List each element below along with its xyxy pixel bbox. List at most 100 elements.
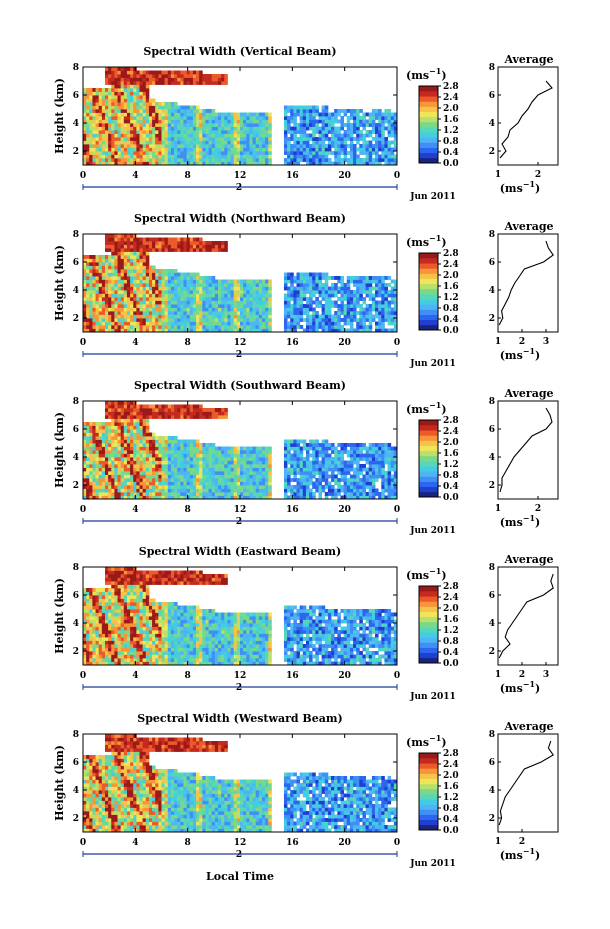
heatmap-cell <box>287 297 291 301</box>
heatmap-cell <box>117 474 122 479</box>
heatmap-cell <box>126 436 131 440</box>
heatmap-cell <box>177 325 181 329</box>
heatmap-cell <box>148 481 153 486</box>
heatmap-cell <box>120 88 125 92</box>
heatmap-cell <box>202 328 206 333</box>
heatmap-cell <box>167 130 172 134</box>
heatmap-cell <box>202 304 206 308</box>
heatmap-cell <box>349 144 354 148</box>
heatmap-cell <box>214 460 219 465</box>
date-label: Jun 2011 <box>409 192 456 202</box>
heatmap-cell <box>170 241 175 245</box>
heatmap-cell <box>359 151 363 155</box>
heatmap-cell <box>177 467 181 472</box>
heatmap-cell <box>186 133 191 138</box>
heatmap-cell <box>170 123 175 127</box>
heatmap-cell <box>393 154 398 159</box>
heatmap-cell <box>246 314 250 319</box>
heatmap-cell <box>161 144 166 148</box>
heatmap-cell <box>104 119 109 124</box>
heatmap-cell <box>142 293 147 298</box>
heatmap-cell <box>309 133 313 138</box>
heatmap-cell <box>126 234 131 238</box>
heatmap-cell <box>208 248 213 252</box>
y-axis-label: Height (km) <box>53 412 66 488</box>
heatmap-cell <box>86 137 90 141</box>
heatmap-cell <box>89 161 93 166</box>
heatmap-cell <box>123 474 128 479</box>
heatmap-cell <box>108 408 112 412</box>
heatmap-cell <box>258 290 263 294</box>
average-y-tick-label: 2 <box>489 314 495 324</box>
y-axis-label: Height (km) <box>53 78 66 154</box>
heatmap-cell <box>92 105 96 110</box>
heatmap-cell <box>199 286 203 291</box>
heatmap-cell <box>315 311 319 315</box>
heatmap-cell <box>340 279 345 284</box>
heatmap-cell <box>321 290 326 294</box>
heatmap-cell <box>199 446 203 451</box>
heatmap-cell <box>186 304 191 308</box>
heatmap-cell <box>221 297 225 301</box>
heatmap-cell <box>148 248 153 252</box>
heatmap-cell <box>117 119 122 124</box>
heatmap-cell <box>199 488 203 493</box>
x-tick-label: 20 <box>338 338 351 348</box>
heatmap-cell <box>252 481 257 486</box>
heatmap-cell <box>249 126 253 131</box>
heatmap-cell <box>180 137 184 141</box>
heatmap-cell <box>258 300 263 305</box>
heatmap-cell <box>221 244 225 249</box>
heatmap-cell <box>170 314 175 319</box>
heatmap-cell <box>346 133 351 138</box>
heatmap-cell <box>221 77 225 82</box>
heatmap-cell <box>199 237 203 242</box>
heatmap-cell <box>139 418 144 423</box>
heatmap-cell <box>180 70 184 75</box>
heatmap-cell <box>246 481 250 486</box>
heatmap-cell <box>393 290 398 294</box>
heatmap-cell <box>83 304 87 308</box>
heatmap-cell <box>114 425 118 430</box>
heatmap-cell <box>170 443 175 447</box>
heatmap-cell <box>139 453 144 458</box>
heatmap-cell <box>287 276 291 280</box>
heatmap-cell <box>126 151 131 155</box>
heatmap-cell <box>236 328 241 333</box>
heatmap-cell <box>155 241 159 245</box>
heatmap-cell <box>302 328 307 333</box>
heatmap-cell <box>142 248 147 252</box>
heatmap-cell <box>202 478 206 482</box>
heatmap-cell <box>218 318 222 322</box>
heatmap-cell <box>243 457 247 461</box>
heatmap-cell <box>114 133 118 138</box>
heatmap-cell <box>208 279 213 284</box>
heatmap-cell <box>180 471 184 475</box>
heatmap-cell <box>205 123 209 127</box>
heatmap-cell <box>123 98 128 103</box>
heatmap-cell <box>114 95 118 99</box>
heatmap-cell <box>98 481 103 486</box>
heatmap-cell <box>142 137 147 141</box>
heatmap-cell <box>180 450 184 454</box>
heatmap-cell <box>211 116 216 120</box>
heatmap-cell <box>202 109 206 113</box>
heatmap-cell <box>126 130 131 134</box>
heatmap-cell <box>224 481 228 486</box>
heatmap-cell <box>145 408 150 412</box>
heatmap-cell <box>224 408 228 412</box>
heatmap-cell <box>331 276 335 280</box>
heatmap-cell <box>117 485 122 489</box>
heatmap-cell <box>83 311 87 315</box>
heatmap-cell <box>183 460 188 465</box>
heatmap-cell <box>158 123 162 127</box>
heatmap-cell <box>98 314 103 319</box>
heatmap-cell <box>148 112 153 117</box>
heatmap-cell <box>148 151 153 155</box>
heatmap-cell <box>133 123 137 127</box>
heatmap-cell <box>136 318 140 322</box>
heatmap-cell <box>359 123 363 127</box>
heatmap-cell <box>221 133 225 138</box>
heatmap-cell <box>183 70 188 75</box>
heatmap-cell <box>145 105 150 110</box>
